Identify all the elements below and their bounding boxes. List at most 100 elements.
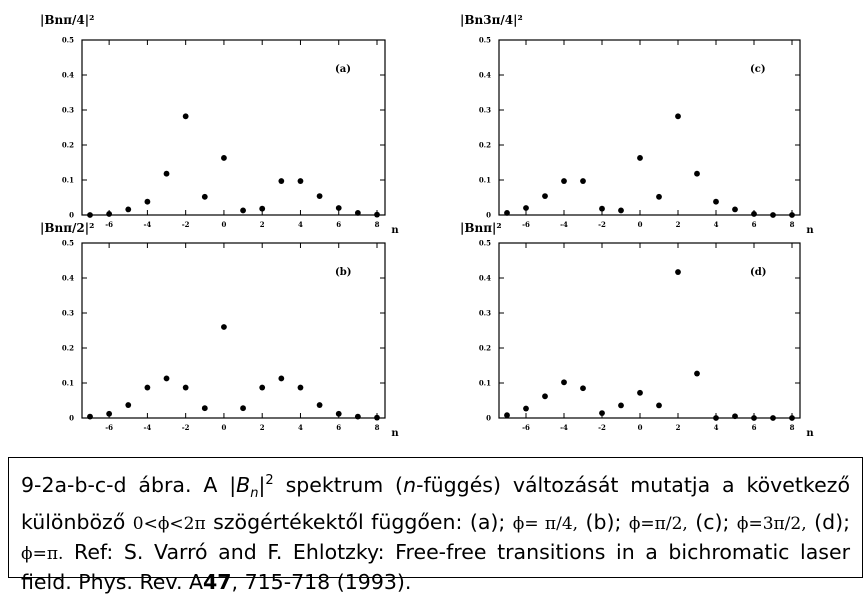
data-point xyxy=(144,384,151,391)
x-tick-label: 0 xyxy=(221,220,226,229)
y-tick-label: 0.1 xyxy=(62,379,74,388)
data-point xyxy=(87,413,93,420)
y-tick-label: 0.4 xyxy=(62,71,74,80)
data-point xyxy=(732,206,738,213)
data-point xyxy=(221,324,227,330)
caption-range: 0<ϕ<2π xyxy=(132,513,206,534)
data-point xyxy=(618,402,624,409)
data-point xyxy=(374,211,380,218)
data-point xyxy=(240,207,246,214)
data-point xyxy=(354,413,361,420)
x-tick-label: 6 xyxy=(752,220,757,229)
data-point xyxy=(87,212,93,218)
data-point xyxy=(504,412,510,419)
x-tick-label: 6 xyxy=(336,220,341,229)
data-point xyxy=(144,198,151,205)
caption-part: Ref: S. Varró and F. Ehlotzky: Free-free… xyxy=(21,539,850,594)
x-tick-label: 4 xyxy=(714,220,719,229)
panel-label: (d) xyxy=(750,267,766,278)
data-point xyxy=(201,193,208,200)
y-tick-label: 0.5 xyxy=(62,36,74,45)
x-tick-label: 8 xyxy=(375,220,380,229)
data-point xyxy=(504,210,510,216)
caption-part: | xyxy=(258,472,266,497)
y-tick-label: 0.4 xyxy=(62,274,74,283)
data-point xyxy=(732,413,738,420)
x-tick-label: 0 xyxy=(221,423,226,432)
x-tick-label: -2 xyxy=(182,220,190,229)
y-tick-label: 0.5 xyxy=(479,239,491,248)
caption-part: -függés) változását mutatja a következő … xyxy=(21,472,850,534)
data-point xyxy=(580,385,586,392)
data-point xyxy=(523,205,529,211)
figure-panels: 0.5 0.4 0.3 0.2 0.1 0 -6 -4 -2 0 2 4 6 8 n |Bnπ/4|² (a) 0… xyxy=(40,13,814,439)
data-point xyxy=(106,410,113,417)
data-point xyxy=(561,379,567,386)
x-tick-label: -2 xyxy=(182,423,190,432)
y-tick-label: 0.1 xyxy=(479,379,491,388)
caption-part: (c); xyxy=(687,509,737,534)
caption-superscript: 2 xyxy=(265,473,274,488)
y-tick-label: 0.2 xyxy=(479,344,491,353)
data-point xyxy=(542,393,548,400)
y-tick-label: 0.2 xyxy=(62,344,74,353)
caption-phi-a: ϕ= π/4, xyxy=(512,513,579,534)
x-tick-label: 0 xyxy=(638,220,643,229)
data-point xyxy=(675,269,681,275)
data-point xyxy=(770,415,776,421)
x-tick-label: 2 xyxy=(676,220,681,229)
plot-frame xyxy=(498,39,801,216)
data-point xyxy=(316,193,323,200)
x-tick-label: -6 xyxy=(522,220,530,229)
caption-phi-c: ϕ=3π/2, xyxy=(736,513,807,534)
x-tick-label: 6 xyxy=(752,423,757,432)
data-point xyxy=(523,405,529,412)
y-tick-label: 0 xyxy=(486,414,491,423)
figure-caption: 9-2a-b-c-d ábra. A |Bn|2 spektrum (n-füg… xyxy=(8,457,863,594)
x-tick-label: 4 xyxy=(714,423,719,432)
y-tick-label: 0.3 xyxy=(62,309,74,318)
y-tick-label: 0.3 xyxy=(479,106,491,115)
x-tick-label: 2 xyxy=(260,220,265,229)
data-point xyxy=(354,210,361,216)
data-point xyxy=(561,178,567,184)
panel-label: (a) xyxy=(335,64,351,75)
y-tick-label: 0.2 xyxy=(62,141,74,150)
panel-title: |Bnπ|² xyxy=(460,221,502,235)
y-tick-label: 0.4 xyxy=(479,71,491,80)
data-point xyxy=(656,402,662,409)
data-point xyxy=(240,405,246,412)
x-tick-label: 6 xyxy=(336,423,341,432)
x-axis-label: n xyxy=(806,428,814,439)
data-point xyxy=(106,211,113,217)
caption-n: n xyxy=(403,472,417,497)
data-point xyxy=(770,212,776,218)
x-tick-label: 4 xyxy=(298,220,303,229)
y-tick-label: 0.2 xyxy=(479,141,491,150)
panel-label: (c) xyxy=(750,64,766,75)
caption-symbol-b: B xyxy=(236,472,251,497)
data-point xyxy=(580,178,586,184)
data-point xyxy=(618,207,624,214)
data-point xyxy=(542,193,548,200)
x-axis-label: n xyxy=(806,225,814,236)
x-axis-label: n xyxy=(391,428,399,439)
x-tick-label: -4 xyxy=(144,423,152,432)
data-point xyxy=(335,410,342,417)
x-tick-label: 8 xyxy=(790,220,795,229)
data-point xyxy=(278,178,285,184)
data-point xyxy=(259,205,266,212)
data-point xyxy=(599,410,605,416)
data-point xyxy=(675,113,681,120)
caption-part: 9-2a-b-c-d ábra. A | xyxy=(21,472,237,497)
data-point xyxy=(221,155,227,161)
data-point xyxy=(335,205,342,211)
x-tick-label: -6 xyxy=(105,423,113,432)
x-tick-label: -4 xyxy=(144,220,152,229)
data-point xyxy=(694,170,700,177)
data-point xyxy=(656,193,662,200)
data-point xyxy=(278,375,285,382)
data-point xyxy=(297,384,304,391)
data-point xyxy=(125,402,132,408)
data-point xyxy=(125,206,132,213)
